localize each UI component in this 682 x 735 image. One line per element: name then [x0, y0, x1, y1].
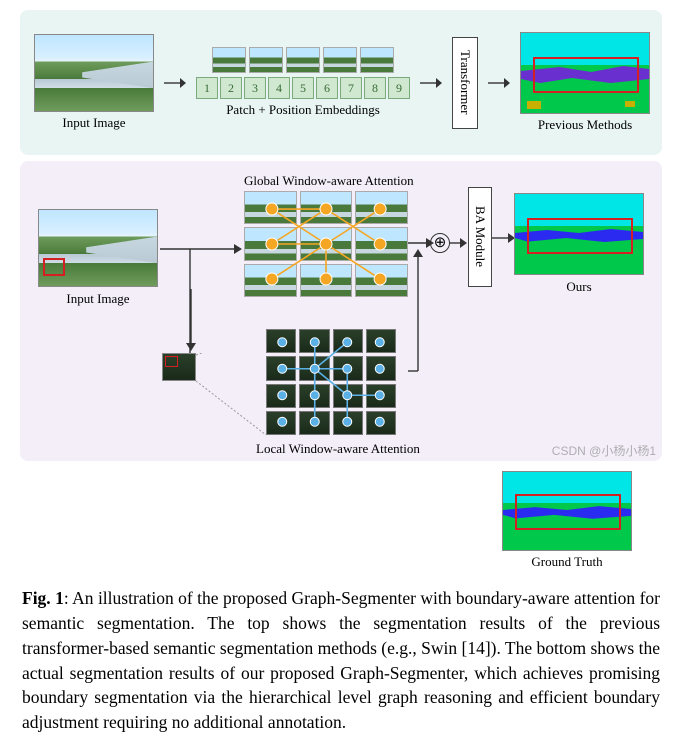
- local-attention-label: Local Window-aware Attention: [256, 441, 420, 457]
- patch-thumb: [212, 47, 246, 73]
- patches-block: 123456789 Patch + Position Embeddings: [196, 47, 410, 118]
- position-tile: 1: [196, 77, 218, 99]
- patch-thumb: [286, 47, 320, 73]
- caption-lead: Fig. 1: [22, 588, 64, 608]
- input-image-top: [34, 34, 154, 112]
- ours-seg-map: [514, 193, 644, 275]
- input-label-bottom: Input Image: [38, 291, 158, 307]
- window-cell: [333, 356, 363, 380]
- position-tile: 5: [292, 77, 314, 99]
- top-panel: Input Image 123456789 Patch + Position E…: [20, 10, 662, 155]
- global-attention-label: Global Window-aware Attention: [244, 173, 414, 189]
- patches-label: Patch + Position Embeddings: [196, 102, 410, 118]
- window-cell: [333, 384, 363, 408]
- ours-output-block: Ours: [514, 193, 644, 295]
- position-tile: 8: [364, 77, 386, 99]
- ground-truth-block: Ground Truth: [20, 471, 662, 570]
- ground-truth-label: Ground Truth: [502, 554, 632, 570]
- window-cell: [300, 227, 353, 260]
- position-tile: 3: [244, 77, 266, 99]
- window-cell: [333, 329, 363, 353]
- local-zoom-source: [162, 353, 196, 381]
- ba-module-box: BA Module: [468, 187, 492, 287]
- window-cell: [355, 191, 408, 224]
- window-cell: [299, 411, 329, 435]
- patch-thumb: [360, 47, 394, 73]
- global-window-grid: [244, 191, 408, 297]
- window-cell: [366, 384, 396, 408]
- window-cell: [266, 329, 296, 353]
- window-cell: [300, 191, 353, 224]
- fusion-plus-icon: ⊕: [430, 233, 450, 253]
- window-cell: [299, 384, 329, 408]
- input-label-top: Input Image: [34, 115, 154, 131]
- window-cell: [300, 264, 353, 297]
- window-cell: [266, 384, 296, 408]
- window-cell: [266, 356, 296, 380]
- window-cell: [366, 356, 396, 380]
- patch-thumb: [323, 47, 357, 73]
- window-cell: [355, 264, 408, 297]
- transformer-box: Transformer: [452, 37, 478, 129]
- local-window-grid: [266, 329, 396, 435]
- window-cell: [355, 227, 408, 260]
- input-image-bottom: [38, 209, 158, 287]
- position-embeddings: 123456789: [196, 77, 410, 99]
- figure-1: Input Image 123456789 Patch + Position E…: [20, 10, 662, 570]
- patch-thumbnails: [196, 47, 410, 73]
- position-tile: 6: [316, 77, 338, 99]
- arrow-icon: [492, 231, 516, 245]
- previous-seg-map: [520, 32, 650, 114]
- window-cell: [366, 329, 396, 353]
- arrow-icon: [450, 236, 468, 250]
- window-cell: [333, 411, 363, 435]
- position-tile: 7: [340, 77, 362, 99]
- watermark: CSDN @小杨小杨1: [552, 442, 656, 459]
- down-arrow: [184, 289, 198, 353]
- arrow-icon: [164, 76, 186, 90]
- window-cell: [244, 191, 297, 224]
- previous-output-block: Previous Methods: [520, 32, 650, 133]
- position-tile: 9: [388, 77, 410, 99]
- bottom-panel: Input Image Global Window-aware Attentio…: [20, 161, 662, 461]
- figure-caption: Fig. 1: An illustration of the proposed …: [20, 586, 662, 735]
- bottom-input-block: Input Image: [38, 209, 158, 307]
- position-tile: 2: [220, 77, 242, 99]
- previous-label: Previous Methods: [520, 117, 650, 133]
- ours-label: Ours: [514, 279, 644, 295]
- window-cell: [366, 411, 396, 435]
- window-cell: [299, 356, 329, 380]
- window-cell: [266, 411, 296, 435]
- top-input-block: Input Image: [34, 34, 154, 131]
- arrow-icon: [420, 76, 442, 90]
- merge-arrows: [408, 191, 438, 391]
- caption-text: : An illustration of the proposed Graph-…: [22, 588, 660, 732]
- window-cell: [244, 264, 297, 297]
- patch-thumb: [249, 47, 283, 73]
- ground-truth-seg-map: [502, 471, 632, 551]
- fork-arrows: [160, 227, 244, 367]
- window-cell: [244, 227, 297, 260]
- arrow-icon: [488, 76, 510, 90]
- position-tile: 4: [268, 77, 290, 99]
- window-cell: [299, 329, 329, 353]
